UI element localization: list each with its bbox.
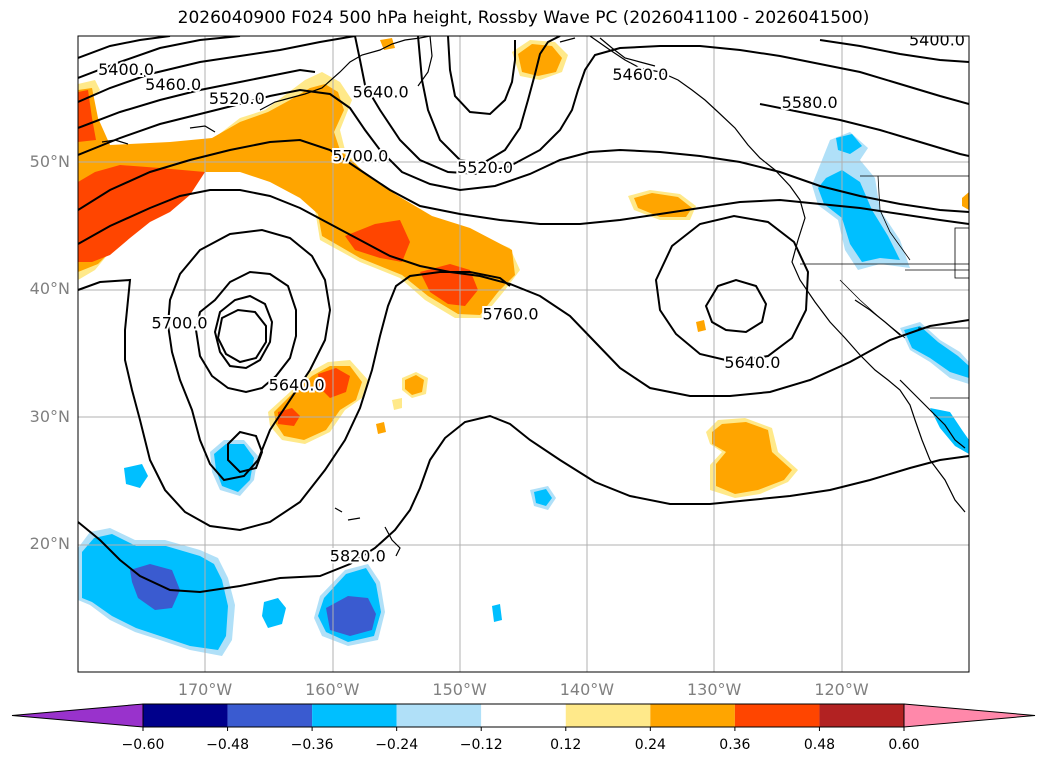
colorbar-tick-label: 0.48 [803,737,836,753]
cold-core-south-central [326,596,376,636]
colorbar-tick-label: −0.60 [121,737,165,753]
contour-label: 5460.0 [145,75,201,94]
cool-small-3 [262,598,286,628]
colorbar-tick-label: −0.12 [459,737,503,753]
colorbar [11,703,1036,731]
contour-5760-low-west [78,271,511,532]
contour-5820-south [78,414,969,594]
colorbar-segment [734,704,820,727]
contour-label: 5820.0 [330,546,386,565]
warm-small-1-core [405,375,424,395]
contour-label: 5640.0 [353,83,409,102]
lat-label: 20°N [29,534,70,554]
colorbar-tick-label: 0.12 [550,737,582,753]
warm-small-east [696,320,706,332]
contour-5580-east [759,103,969,157]
colorbar-tick-label: −0.48 [206,737,249,753]
contour-5640-north [78,88,969,213]
colorbar-frame [142,703,905,728]
coastlines [101,36,966,557]
colorbar-tick-label: −0.36 [290,737,334,753]
colorbar-segment [227,704,313,727]
lon-label: 140°W [559,680,615,699]
contour-5460-inner [447,36,516,116]
warm-small-top [380,38,395,50]
lon-label: 150°W [432,680,487,699]
cool-small-2 [124,464,148,488]
lat-label: 50°N [29,152,70,171]
hot-core-central-south-2 [318,368,350,398]
height-contours [78,36,969,594]
contour-5640-inner-low [227,430,264,474]
hot-core-far-west [78,90,96,142]
contour-label: 5520.0 [457,158,513,177]
contour-5460-west [78,36,241,79]
contour-label: 5400.0 [98,60,154,79]
contour-label: 5460.0 [612,65,668,84]
colorbar-segment [819,704,904,727]
contour-5700-north [78,138,969,225]
warm-core-southeast [712,422,792,494]
colorbar-segment [565,704,651,727]
plot-frame [77,35,970,673]
negative-anomaly-shading [78,132,969,656]
cool-small-5 [492,604,502,622]
contour-5580-low-west [213,294,274,370]
contour-5520-central [354,36,969,176]
contour-label: 5400.0 [909,30,965,49]
lon-label: 130°W [687,680,742,699]
graticule [78,36,969,672]
colorbar-segment [650,704,735,727]
cool-core-northeast [818,170,900,262]
cold-core-southwest [130,564,180,610]
warm-core-north-alaska [518,44,562,76]
warm-small-far-east [962,192,969,210]
colorbar-extend-max [903,703,1036,728]
warm-small-2 [376,422,386,434]
lon-label: 120°W [814,680,869,699]
contour-5400-east [819,39,969,63]
lon-label: 170°W [177,680,233,699]
lat-label: 30°N [29,406,70,426]
warm-small-3 [392,398,402,410]
contour-5700-low-west [166,228,332,482]
contour-5400-west [78,36,171,59]
colorbar-segment [312,704,397,727]
warm-core-northwest [78,84,515,315]
lat-label: 40°N [29,279,70,299]
contour-5580-west [78,68,316,129]
positive-anomaly-shading [78,38,969,498]
contour-5520-low-west [216,308,267,364]
contour-label: 5640.0 [269,376,325,395]
contour-label: 5520.0 [209,89,265,108]
political-borders [800,175,969,399]
lon-label: 160°W [305,680,360,699]
colorbar-tick-label: 0.36 [719,737,751,753]
contour-label: 5640.0 [724,353,780,372]
contour-label: 5700.0 [332,146,388,165]
map-title: 2026040900 F024 500 hPa height, Rossby W… [177,8,870,28]
cool-core-east-coast [904,326,969,378]
contour-5640-east-low [704,278,768,334]
contour-5760-north [78,189,969,397]
colorbar-extend-min [11,703,144,728]
contour-label: 5760.0 [483,304,539,323]
colorbar-tick-label: 0.24 [634,737,666,753]
cool-small-4-core [534,489,552,506]
colorbar-segment [396,704,482,727]
hot-core-central [345,220,410,262]
contour-5640-low-west [194,270,297,394]
colorbar-tick-label: −0.24 [375,737,419,753]
contour-5700-east-low [654,214,810,364]
contour-5520-west [78,36,356,103]
contour-label: 5700.0 [152,313,208,332]
contour-5460-central [417,36,561,164]
colorbar-segment [143,704,228,727]
contour-label: 5580.0 [782,93,838,112]
colorbar-segment [481,704,566,727]
colorbar-tick-label: 0.60 [888,737,920,753]
